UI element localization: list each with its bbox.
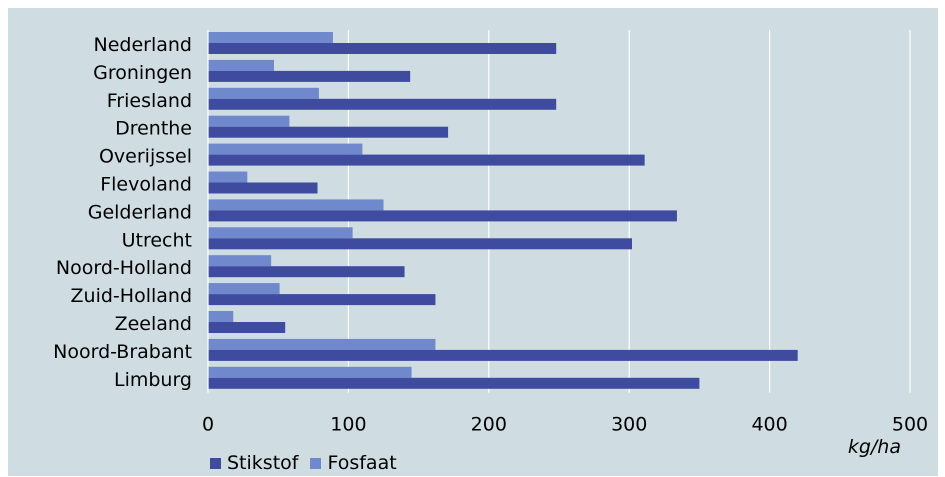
bar-fosfaat (208, 143, 363, 155)
bars (208, 32, 798, 389)
category-labels: Nederland Groningen Friesland Drenthe Overij… (53, 34, 192, 391)
category-label: Utrecht (122, 229, 192, 251)
x-tick-label: 500 (892, 414, 928, 436)
legend: Stikstof Fosfaat (210, 452, 409, 474)
bar-stikstof (208, 322, 286, 333)
category-label: Gelderland (88, 201, 192, 223)
bar-fosfaat (208, 115, 290, 127)
bar-stikstof (208, 238, 633, 250)
bar-fosfaat (208, 32, 333, 43)
category-label: Groningen (93, 62, 192, 84)
bar-stikstof (208, 294, 436, 306)
bar-stikstof (208, 126, 449, 138)
bar-fosfaat (208, 87, 319, 99)
x-tick-label: 300 (611, 414, 647, 436)
bar-fosfaat (208, 255, 272, 267)
bar-stikstof (208, 349, 798, 361)
category-label: Flevoland (100, 173, 192, 195)
category-label: Limburg (114, 369, 192, 391)
bar-stikstof (208, 70, 411, 82)
legend-swatch-stikstof (210, 457, 221, 469)
bar-fosfaat (208, 366, 412, 378)
bar-fosfaat (208, 311, 234, 322)
legend-label-stikstof: Stikstof (227, 452, 299, 474)
legend-label-fosfaat: Fosfaat (327, 452, 397, 474)
bar-fosfaat (208, 59, 274, 71)
bar-fosfaat (208, 338, 436, 350)
bar-stikstof (208, 43, 557, 54)
legend-item-fosfaat: Fosfaat (310, 452, 397, 474)
category-label: Drenthe (115, 118, 192, 140)
x-tick-label: 100 (330, 414, 366, 436)
category-label: Overijssel (99, 146, 192, 168)
x-tick-label: 0 (202, 414, 214, 436)
x-tick-label: 200 (471, 414, 507, 436)
bar-stikstof (208, 377, 700, 389)
category-label: Noord-Brabant (53, 341, 192, 363)
legend-swatch-fosfaat (310, 457, 322, 469)
bar-stikstof (208, 98, 557, 110)
bar-stikstof (208, 154, 645, 166)
bar-fosfaat (208, 283, 280, 295)
bar-fosfaat (208, 227, 353, 239)
x-axis-unit-label: kg/ha (847, 436, 901, 458)
category-label: Zuid-Holland (71, 285, 192, 307)
category-label: Friesland (107, 90, 192, 112)
bar-stikstof (208, 210, 677, 222)
bar-stikstof (208, 182, 318, 194)
category-label: Nederland (94, 34, 193, 56)
legend-item-stikstof: Stikstof (210, 452, 298, 474)
bar-fosfaat (208, 171, 248, 183)
category-label: Zeeland (115, 313, 192, 335)
bar-fosfaat (208, 199, 384, 211)
x-tick-labels: 0 100 200 300 400 500 (202, 414, 928, 436)
category-label: Noord-Holland (56, 257, 192, 279)
bar-stikstof (208, 266, 405, 278)
x-tick-label: 400 (751, 414, 787, 436)
